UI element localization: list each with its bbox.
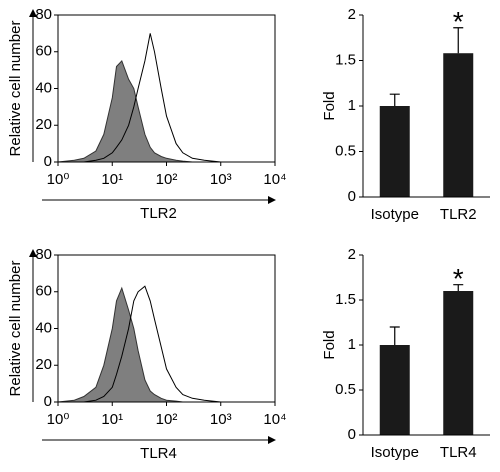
x-tick-label: Isotype (371, 206, 419, 223)
y-tick-label: 0 (348, 188, 356, 205)
x-tick-label: Isotype (371, 444, 419, 461)
y-axis-label: Fold (321, 91, 338, 120)
x-tick-label: 10³ (210, 411, 232, 428)
bar (379, 106, 410, 197)
y-tick-label: 1.5 (335, 291, 356, 308)
y-tick-label: 1.5 (335, 51, 356, 68)
y-tick-label: 2 (348, 6, 356, 23)
plot-frame (57, 14, 276, 163)
error-bar (389, 326, 400, 345)
y-tick-label: 1 (348, 97, 356, 114)
y-tick-label: 20 (35, 116, 52, 133)
y-tick-label: 20 (35, 356, 52, 373)
y-axis-label: Relative cell number (7, 261, 24, 397)
x-tick-label: 10⁰ (47, 411, 70, 428)
y-tick-label: 80 (35, 246, 52, 263)
y-tick-label: 2 (348, 246, 356, 263)
y-tick-label: 0 (348, 426, 356, 443)
error-bar (453, 27, 464, 54)
y-tick-label: 0.5 (335, 381, 356, 398)
y-tick-label: 0.5 (335, 142, 356, 159)
plot-frame (57, 254, 276, 403)
x-tick-label: 10³ (210, 171, 232, 188)
error-bar (453, 284, 464, 291)
y-tick-label: 0 (44, 393, 52, 410)
y-tick-label: 1 (348, 336, 356, 353)
x-tick-label: TLR2 (440, 206, 477, 223)
y-tick-label: 40 (35, 79, 52, 96)
y-tick-label: 40 (35, 319, 52, 336)
x-tick-label: TLR4 (440, 444, 477, 461)
x-tick-label: 10⁴ (263, 411, 286, 428)
x-tick-label: 10¹ (101, 411, 123, 428)
y-tick-label: 60 (35, 43, 52, 60)
x-tick-label: 10⁴ (263, 171, 286, 188)
y-axis-label: Relative cell number (7, 21, 24, 157)
y-tick-label: 80 (35, 6, 52, 23)
y-axis-label: Fold (321, 330, 338, 359)
bar (379, 345, 410, 435)
x-tick-label: 10⁰ (47, 171, 70, 188)
y-tick-label: 0 (44, 153, 52, 170)
x-tick-label: 10² (156, 411, 178, 428)
x-axis-label: TLR2 (140, 205, 177, 222)
x-axis-label: TLR4 (140, 445, 177, 462)
significance-mark: * (453, 6, 464, 37)
histogram-line (58, 33, 275, 163)
x-tick-label: 10² (156, 171, 178, 188)
bar (443, 291, 474, 435)
x-tick-label: 10¹ (101, 171, 123, 188)
error-bar (389, 93, 400, 106)
histogram-line (58, 285, 275, 403)
significance-mark: * (453, 263, 464, 294)
y-tick-label: 60 (35, 283, 52, 300)
histogram-area (57, 286, 275, 403)
bar (443, 53, 474, 197)
histogram-area (57, 59, 275, 163)
